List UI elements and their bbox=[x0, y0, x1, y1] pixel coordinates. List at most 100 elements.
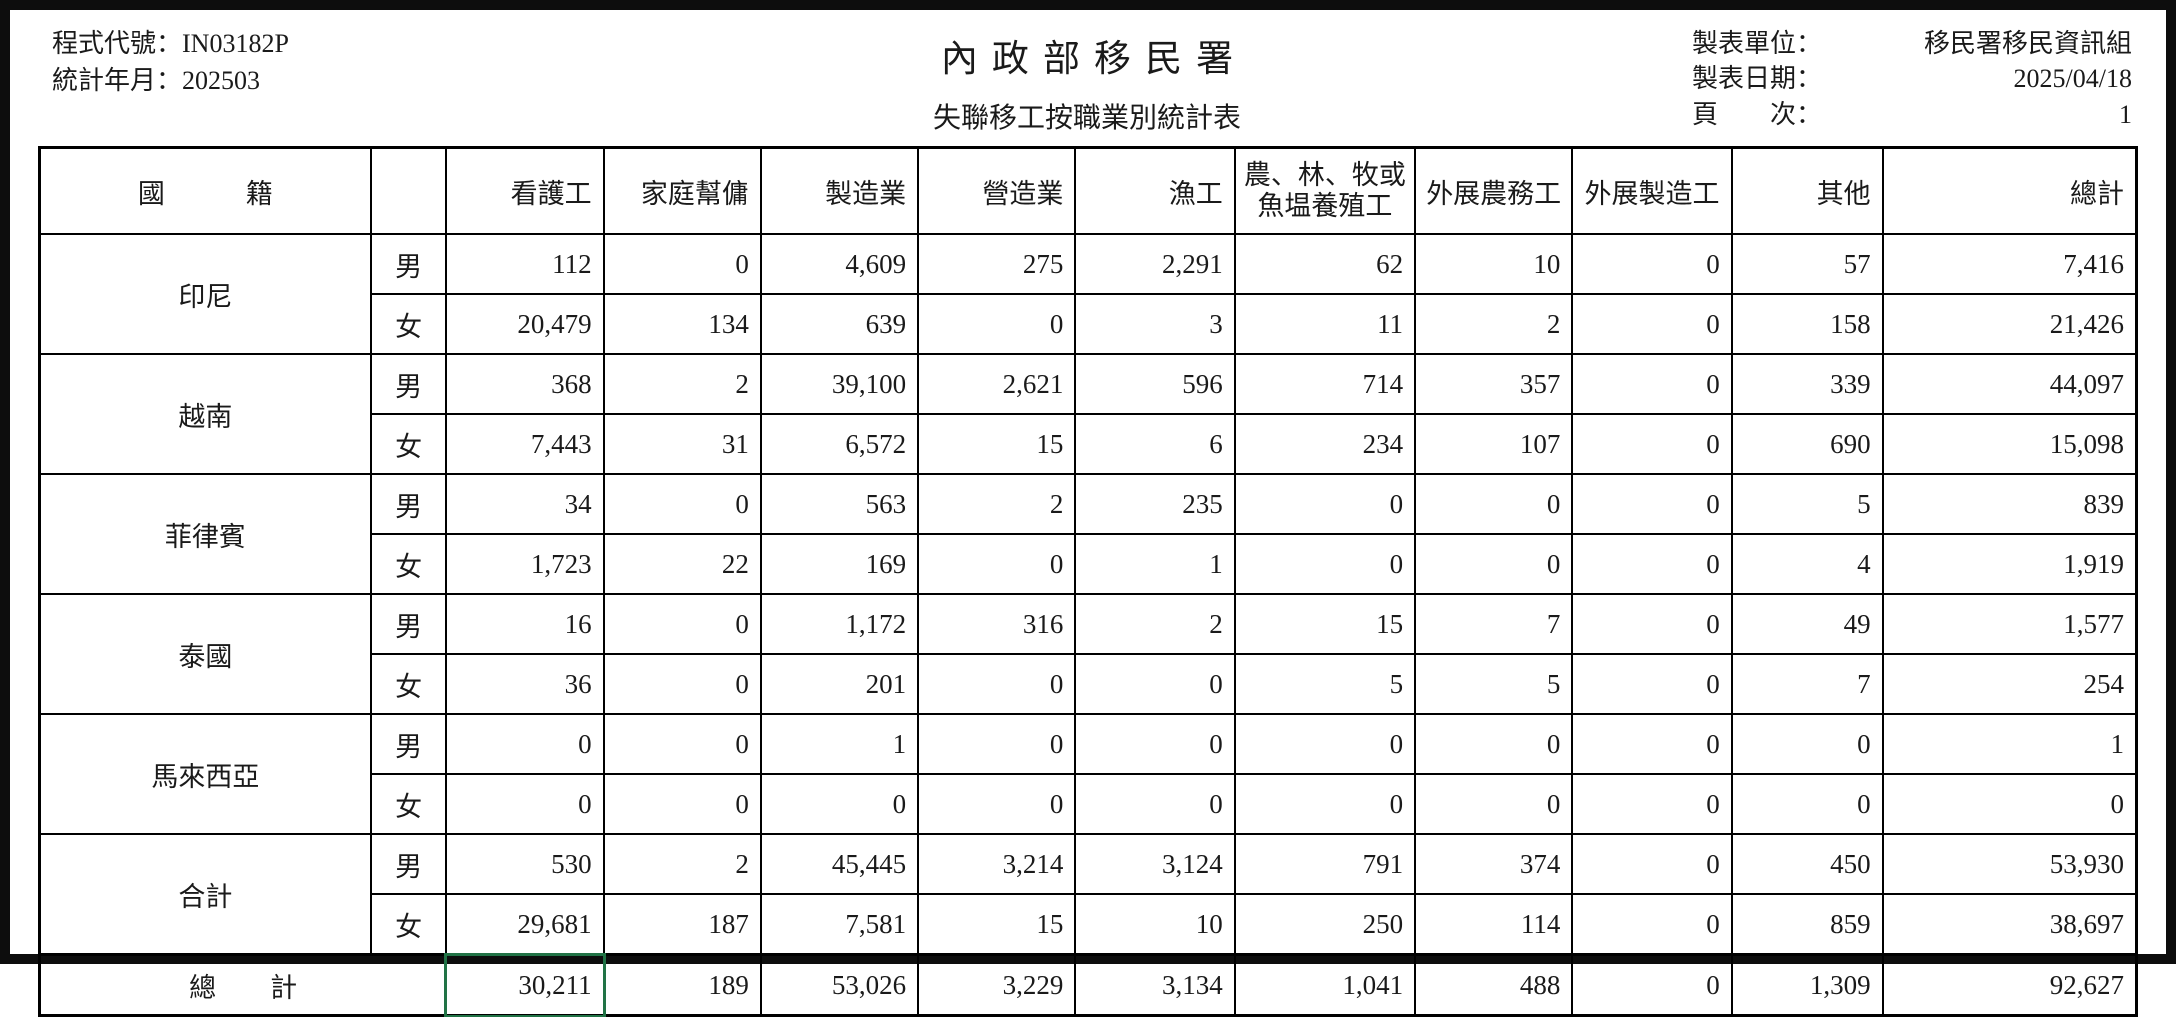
data-cell: 0 bbox=[917, 773, 1077, 835]
data-cell: 3,124 bbox=[1074, 833, 1236, 895]
made-by-label: 製表單位： bbox=[1691, 29, 1822, 58]
data-cell: 0 bbox=[917, 713, 1077, 775]
data-cell: 29,681 bbox=[445, 893, 605, 956]
column-header: 總計 bbox=[1881, 146, 2138, 235]
table-row: 女 1,723 22 169 0 1 0 0 0 4 1,919 bbox=[40, 533, 2138, 595]
gender-cell: 男 bbox=[369, 593, 448, 655]
data-cell: 0 bbox=[759, 773, 920, 835]
data-cell: 450 bbox=[1730, 833, 1884, 895]
data-cell: 10 bbox=[1074, 893, 1236, 956]
data-cell: 2,621 bbox=[917, 353, 1077, 415]
data-cell: 0 bbox=[917, 653, 1077, 715]
data-cell: 0 bbox=[1414, 713, 1574, 775]
stat-period-value: 202503 bbox=[182, 65, 261, 95]
data-cell: 0 bbox=[917, 293, 1077, 355]
nationality-cell: 印尼 bbox=[38, 233, 372, 355]
table-row: 女 29,681 187 7,581 15 10 250 114 0 859 3… bbox=[40, 893, 2138, 956]
data-cell: 187 bbox=[602, 893, 762, 956]
data-cell: 134 bbox=[602, 293, 762, 355]
data-cell: 234 bbox=[1233, 413, 1417, 475]
nationality-cell: 菲律賓 bbox=[38, 473, 372, 595]
data-cell: 62 bbox=[1233, 233, 1417, 295]
data-cell: 20,479 bbox=[445, 293, 605, 355]
data-cell: 357 bbox=[1414, 353, 1574, 415]
data-cell: 31 bbox=[602, 413, 762, 475]
data-cell: 1,577 bbox=[1881, 593, 2138, 655]
table-row: 泰國 男 16 0 1,172 316 2 15 7 0 49 1,577 bbox=[38, 593, 2138, 715]
data-cell: 1,919 bbox=[1881, 533, 2138, 595]
data-cell: 0 bbox=[1233, 773, 1417, 835]
data-cell: 0 bbox=[602, 653, 762, 715]
data-cell: 0 bbox=[1571, 713, 1733, 775]
data-cell: 250 bbox=[1233, 893, 1417, 956]
data-cell: 45,445 bbox=[759, 833, 920, 895]
data-cell: 0 bbox=[1571, 353, 1733, 415]
data-cell: 158 bbox=[1730, 293, 1884, 355]
gender-cell: 女 bbox=[369, 413, 448, 475]
data-cell: 1 bbox=[1881, 713, 2138, 775]
column-header: 外展農務工 bbox=[1414, 146, 1574, 235]
data-cell: 839 bbox=[1881, 473, 2138, 535]
column-header: 家庭幫傭 bbox=[602, 146, 762, 235]
data-cell: 10 bbox=[1414, 233, 1574, 295]
data-cell: 0 bbox=[1233, 473, 1417, 535]
made-by-value: 移民署移民資訊組 bbox=[1923, 29, 2132, 58]
data-cell: 0 bbox=[1074, 713, 1236, 775]
data-cell: 0 bbox=[602, 773, 762, 835]
data-cell: 4,609 bbox=[759, 233, 920, 295]
data-cell: 339 bbox=[1730, 353, 1884, 415]
gender-cell: 女 bbox=[369, 773, 448, 835]
gender-column-header bbox=[369, 146, 448, 235]
header-left: 程式代號：IN03182P 統計年月：202503 bbox=[52, 26, 482, 100]
data-cell: 0 bbox=[1571, 293, 1733, 355]
data-cell: 49 bbox=[1730, 593, 1884, 655]
page-number-line: 頁 次： 1 bbox=[1692, 97, 2132, 132]
data-cell: 57 bbox=[1730, 233, 1884, 295]
data-cell: 1 bbox=[1074, 533, 1236, 595]
data-cell: 1,172 bbox=[759, 593, 920, 655]
column-header: 外展製造工 bbox=[1571, 146, 1733, 235]
data-cell: 0 bbox=[1571, 473, 1733, 535]
data-cell: 596 bbox=[1074, 353, 1236, 415]
data-cell: 530 bbox=[445, 833, 605, 895]
data-cell: 36 bbox=[445, 653, 605, 715]
data-cell: 0 bbox=[917, 533, 1077, 595]
header-row: 國 籍 看護工 家庭幫傭 製造業 營造業 漁工 農、林、牧或 魚塭養殖工 外展農… bbox=[38, 146, 2138, 235]
nationality-cell: 泰國 bbox=[38, 593, 372, 715]
data-cell: 0 bbox=[1571, 413, 1733, 475]
data-cell: 0 bbox=[1571, 533, 1733, 595]
data-cell: 0 bbox=[445, 713, 605, 775]
data-cell: 639 bbox=[759, 293, 920, 355]
page-number-label: 頁 次： bbox=[1691, 99, 1822, 129]
data-cell: 0 bbox=[1414, 533, 1574, 595]
table-row: 女 7,443 31 6,572 15 6 234 107 0 690 15,0… bbox=[40, 413, 2138, 475]
data-cell: 15,098 bbox=[1881, 413, 2138, 475]
data-cell: 15 bbox=[917, 413, 1077, 475]
data-cell: 374 bbox=[1414, 833, 1574, 895]
table-row: 菲律賓 男 34 0 563 2 235 0 0 0 5 839 bbox=[38, 473, 2138, 595]
data-cell: 39,100 bbox=[759, 353, 920, 415]
data-cell: 0 bbox=[1730, 773, 1884, 835]
data-cell: 0 bbox=[1233, 713, 1417, 775]
table-row: 馬來西亞 男 0 0 1 0 0 0 0 0 0 1 bbox=[38, 713, 2138, 835]
data-cell: 11 bbox=[1233, 293, 1417, 355]
data-cell: 15 bbox=[1233, 593, 1417, 655]
table-row: 合計 男 530 2 45,445 3,214 3,124 791 374 0 … bbox=[38, 833, 2138, 956]
gender-cell: 女 bbox=[369, 893, 448, 956]
data-cell: 0 bbox=[1881, 773, 2138, 835]
data-cell: 1 bbox=[759, 713, 920, 775]
data-cell: 0 bbox=[1571, 233, 1733, 295]
table-row: 女 36 0 201 0 0 5 5 0 7 254 bbox=[40, 653, 2138, 715]
data-cell: 2 bbox=[602, 833, 762, 895]
data-cell: 0 bbox=[1074, 653, 1236, 715]
data-cell: 0 bbox=[1571, 773, 1733, 835]
column-header: 看護工 bbox=[445, 146, 605, 235]
data-cell: 0 bbox=[602, 713, 762, 775]
nationality-cell: 馬來西亞 bbox=[38, 713, 372, 835]
program-code-line: 程式代號：IN03182P bbox=[52, 26, 482, 63]
data-cell: 2 bbox=[917, 473, 1077, 535]
data-cell: 235 bbox=[1074, 473, 1236, 535]
data-cell: 2 bbox=[1074, 593, 1236, 655]
gender-cell: 男 bbox=[369, 713, 448, 775]
report-page: 程式代號：IN03182P 統計年月：202503 內政部移民署 失聯移工按職業… bbox=[10, 10, 2166, 1017]
